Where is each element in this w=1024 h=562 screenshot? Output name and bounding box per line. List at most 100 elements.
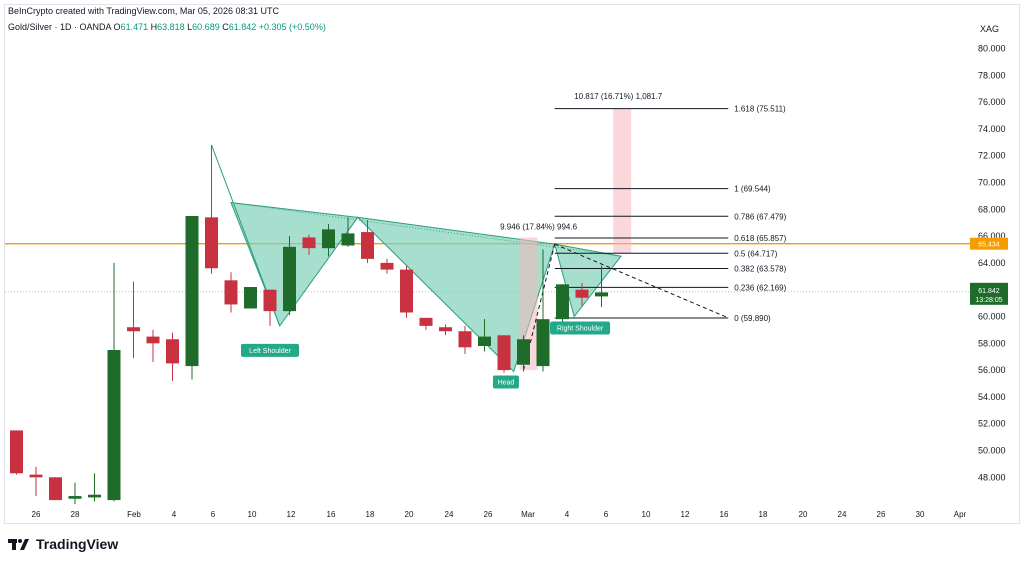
y-tick-label: 68.000 [978,204,1006,214]
candle-body [68,496,82,499]
y-tick-label: 74.000 [978,124,1006,134]
y-tick-label: 48.000 [978,472,1006,482]
y-tick-label: 64.000 [978,258,1006,268]
fib-level-label: 0 (59.890) [734,314,771,323]
x-tick-label: 26 [484,510,493,519]
ohlc-open: 61.471 [120,22,149,32]
key-level-label: 65.434 [978,242,1000,249]
head-label-bg [492,375,519,389]
ohlc-close: 61.842 [228,22,257,32]
y-tick-label: 80.000 [978,44,1006,54]
measure-box-2 [613,108,632,254]
fib-level-label: 0.5 (64.717) [734,249,777,258]
key-level-tag [970,237,1008,250]
x-tick-label: 6 [604,510,609,519]
left-shoulder-label: Left Shoulder [249,348,291,355]
ohlc-open-label: O [113,22,121,32]
x-tick-label: 24 [838,510,847,519]
ohlc-low: 60.689 [192,22,220,32]
x-tick-label: 12 [681,510,690,519]
x-tick-label: 28 [71,510,80,519]
candle-body [10,430,23,474]
fib-level-label: 0.236 (62.169) [734,283,786,292]
x-tick-label: 6 [211,510,216,519]
left-shoulder-label-bg [241,343,299,357]
x-tick-label: Apr [954,510,967,519]
y-tick-label: 52.000 [978,419,1006,429]
y-tick-label: 78.000 [978,70,1006,80]
brand-name: TradingView [36,536,119,552]
fib-level-label: 0.786 (67.479) [734,212,786,221]
measure-label-1: 9.946 (17.84%) 994.6 [500,222,577,231]
projection-line [554,243,729,319]
candle-body [107,350,121,501]
y-tick-label: 76.000 [978,97,1006,107]
last-price-label: 61.842 [978,288,1000,295]
candle-body [478,336,491,346]
measure-box-1 [519,237,538,371]
x-tick-label: 4 [565,510,570,519]
ohlc-low-label: L [187,22,193,32]
candle-body [361,232,374,259]
candle-body [322,229,335,249]
candle-body [283,246,296,312]
ohlc-close-label: C [222,22,229,32]
candle-body [497,335,511,371]
fib-level-label: 0.618 (65.857) [734,234,786,243]
symbol-name[interactable]: Gold/Silver · 1D · OANDA [8,22,112,32]
y-tick-label: 66.000 [978,231,1006,241]
x-tick-label: 30 [916,510,925,519]
fib-level-label: 0.382 (63.578) [734,265,786,274]
ohlc-high: 63.818 [157,22,185,32]
x-tick-label: 10 [248,510,257,519]
y-tick-label: 50.000 [978,446,1006,456]
x-tick-label: 20 [799,510,808,519]
x-tick-label: 10 [642,510,651,519]
last-price-timer: 13:28:05 [975,297,1002,304]
candle-body [380,262,394,270]
candle-body [400,269,413,313]
candle-body [536,319,550,367]
right-shoulder-shape [554,243,622,318]
candle-body [166,339,179,364]
candle-body [439,327,452,332]
fib-level-label: 1.618 (75.511) [734,105,786,114]
candle-body [244,287,257,309]
chart-caption: BeInCrypto created with TradingView.com,… [8,6,279,16]
candle-body [185,216,199,367]
right-shoulder-label: Right Shoulder [557,326,604,333]
candle-body [263,289,277,312]
candle-body [419,317,433,326]
candle-body [302,237,316,249]
candle-body [341,233,355,246]
x-tick-label: 20 [405,510,414,519]
x-tick-label: 12 [287,510,296,519]
x-tick-label: 16 [327,510,336,519]
symbol-info-line: Gold/Silver · 1D · OANDA O61.471 H63.818… [8,22,326,32]
y-tick-label: 58.000 [978,338,1006,348]
right-shoulder-label-bg [550,321,611,335]
candle-body [146,336,160,344]
x-tick-label: 16 [720,510,729,519]
fib-level-label: 1 (69.544) [734,185,771,194]
x-tick-label: 26 [32,510,41,519]
candle-body [127,327,140,332]
x-tick-label: 26 [877,510,886,519]
y-tick-label: 60.000 [978,312,1006,322]
x-tick-label: 24 [445,510,454,519]
x-tick-label: 18 [366,510,375,519]
chart-frame [4,4,1020,524]
candle-body [49,477,62,501]
x-tick-label: 4 [172,510,177,519]
ohlc-high-label: H [150,22,158,32]
price-chart[interactable]: 80.000 78.000 76.000 74.000 72.000 70.000 68.0… [0,0,1024,530]
tradingview-logo-icon [8,539,29,550]
y-tick-label: 70.000 [978,178,1006,188]
last-price-tag [970,282,1008,305]
footer-brand: TradingView [8,533,118,555]
candle-body [517,339,530,365]
candle-body [224,280,238,305]
candle-body [458,331,472,348]
x-tick-label: 18 [759,510,768,519]
y-axis-symbol: XAG [980,24,999,34]
